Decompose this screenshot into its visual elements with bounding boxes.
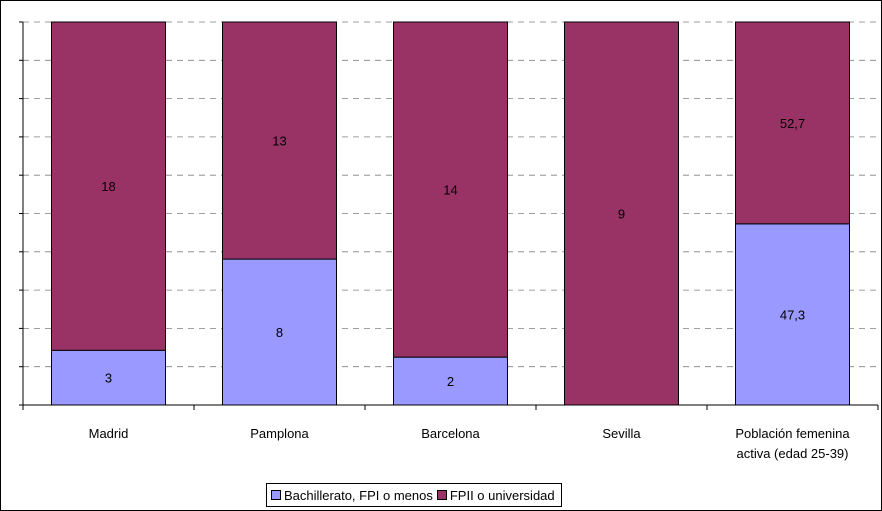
category-label-4: Población femenina: [735, 426, 850, 441]
data-label-bachillerato-0: 3: [105, 371, 112, 386]
legend-item-bachillerato: Bachillerato, FPI o menos: [271, 488, 433, 503]
bar-fpii-2: [393, 21, 508, 358]
category-label-0: Madrid: [89, 426, 129, 441]
legend-item-fpii: FPII o universidad: [436, 487, 555, 503]
legend: Bachillerato, FPI o menos FPII o univers…: [266, 483, 562, 507]
legend-label-fpii: FPII o universidad: [449, 487, 555, 503]
data-label-fpii-4: 52,7: [780, 116, 805, 131]
bar-fpii-0: [51, 21, 166, 351]
bar-bachillerato-4: [735, 223, 850, 406]
category-label-1: Pamplona: [250, 426, 309, 441]
category-label-4: activa (edad 25-39): [736, 446, 848, 461]
legend-label-bachillerato: Bachillerato, FPI o menos: [284, 487, 433, 503]
legend-swatch-bachillerato: [271, 490, 281, 500]
data-label-bachillerato-4: 47,3: [780, 307, 805, 322]
category-label-2: Barcelona: [421, 426, 480, 441]
stacked-bar-chart: 3 18 8 13 2 14 9 47,3 52,7 Madrid Pamplona Barcelon…: [19, 21, 879, 461]
data-label-fpii-3: 9: [618, 207, 625, 222]
bar-bachillerato-0: [51, 349, 166, 406]
data-label-fpii-2: 14: [443, 183, 457, 198]
data-label-fpii-1: 13: [272, 134, 286, 149]
bar-fpii-3: [564, 21, 679, 406]
data-label-bachillerato-2: 2: [447, 374, 454, 389]
data-label-bachillerato-1: 8: [276, 325, 283, 340]
data-label-fpii-0: 18: [101, 179, 115, 194]
bar-fpii-1: [222, 21, 337, 260]
bar-fpii-4: [735, 21, 850, 225]
category-label-3: Sevilla: [602, 426, 641, 441]
legend-swatch-fpii: [436, 490, 447, 500]
